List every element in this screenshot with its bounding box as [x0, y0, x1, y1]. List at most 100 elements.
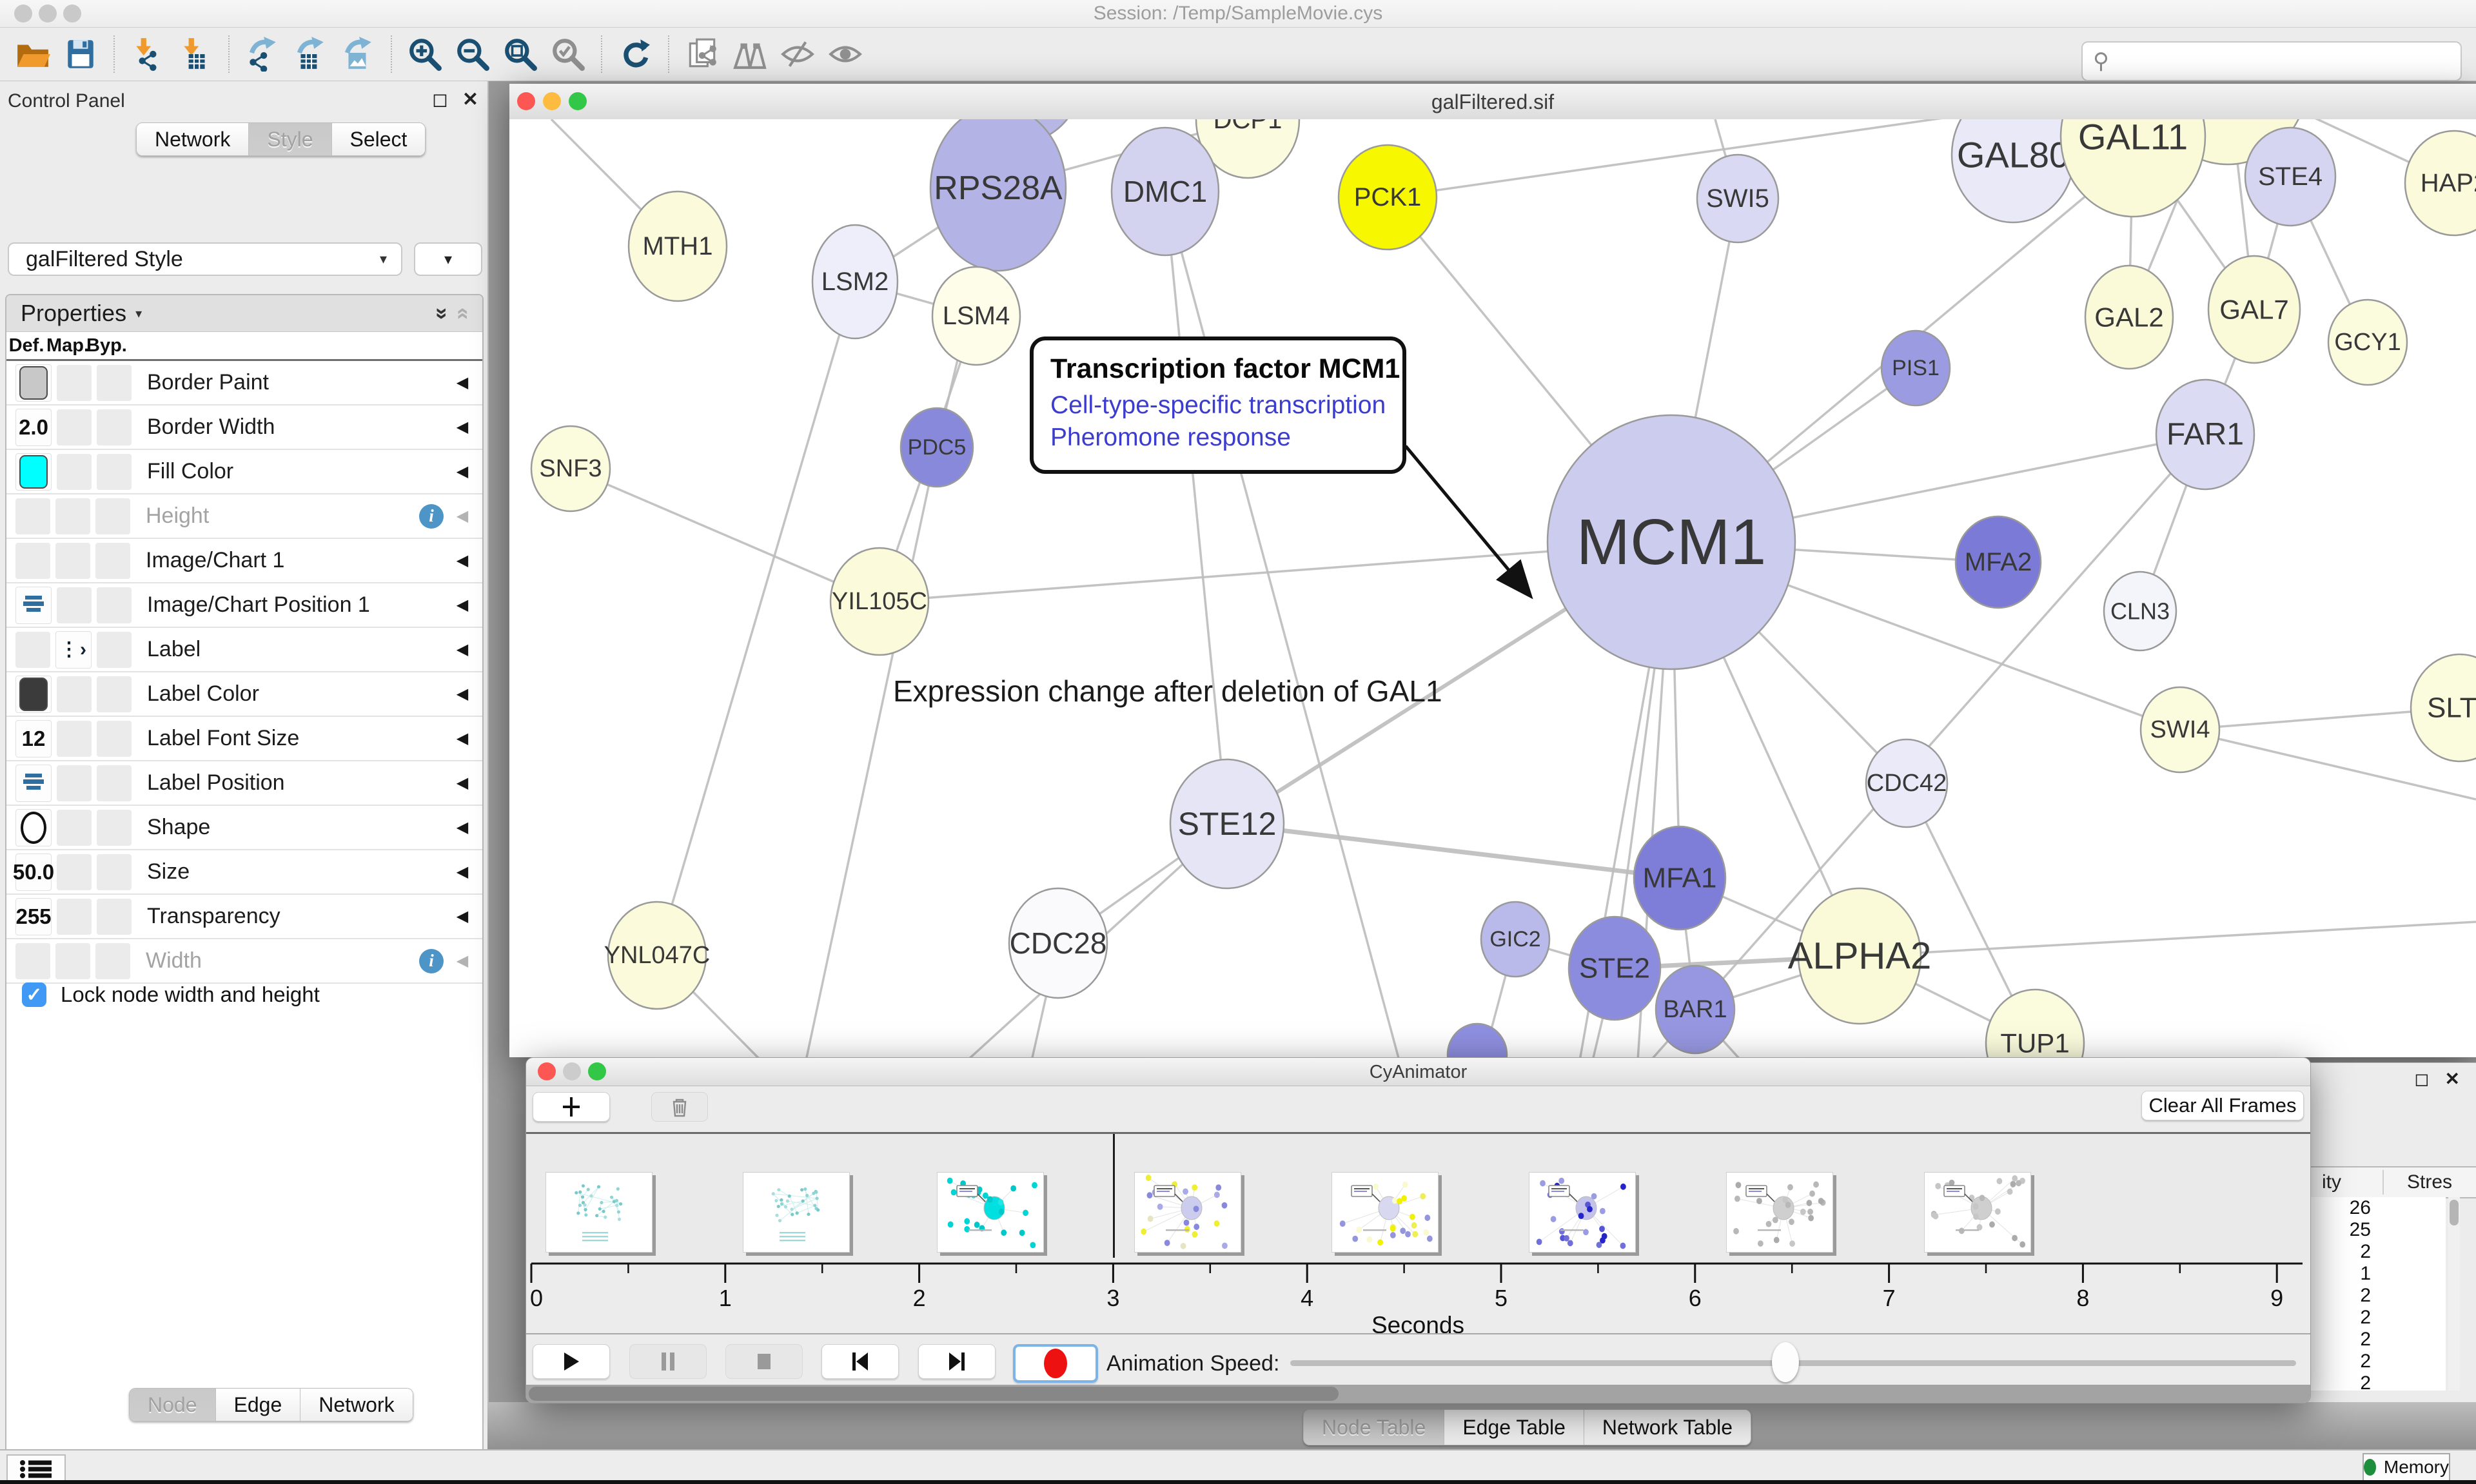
search-input[interactable] [2117, 46, 2451, 76]
zoom-window-icon[interactable] [588, 1062, 606, 1080]
style-dropdown[interactable]: galFiltered Style ▾ [8, 242, 402, 276]
tab-network[interactable]: Network [137, 123, 250, 155]
network-node-cdc42[interactable]: CDC42 [1865, 738, 1949, 828]
network-node-ynl047c[interactable]: YNL047C [604, 901, 711, 1010]
refresh-layout-icon[interactable] [617, 36, 653, 72]
info-icon[interactable]: i [419, 503, 444, 529]
timeline-hscrollbar[interactable] [526, 1385, 2310, 1403]
import-network-icon[interactable] [130, 36, 166, 72]
property-row-shape[interactable]: Shape ◀ [6, 806, 482, 850]
export-table-icon[interactable] [292, 36, 328, 72]
duplicate-network-icon[interactable] [684, 36, 720, 72]
expand-row-icon[interactable]: ◀ [456, 863, 469, 881]
property-byp-cell[interactable] [97, 631, 132, 668]
tab-network-table[interactable]: Network Table [1584, 1410, 1751, 1445]
table-column-stress[interactable]: Stres [2407, 1171, 2453, 1193]
property-map-cell[interactable] [57, 364, 92, 401]
frame-thumbnail-2[interactable] [937, 1172, 1044, 1253]
tab-node[interactable]: Node [130, 1389, 216, 1421]
network-edge[interactable] [570, 467, 880, 603]
property-row-fill-color[interactable]: Fill Color ◀ [6, 450, 482, 494]
stop-button[interactable] [725, 1344, 803, 1379]
property-byp-cell[interactable] [97, 587, 132, 623]
network-node-snf3[interactable]: SNF3 [530, 425, 611, 513]
property-def-cell[interactable] [15, 542, 50, 579]
animation-speed-thumb[interactable] [1772, 1342, 1799, 1382]
network-node-lsm2[interactable]: LSM2 [811, 224, 899, 340]
network-edge[interactable] [879, 541, 1672, 603]
property-row-border-width[interactable]: 2.0 Border Width ◀ [6, 405, 482, 450]
property-byp-cell[interactable] [95, 942, 130, 979]
info-icon[interactable]: i [419, 948, 444, 973]
property-byp-cell[interactable] [97, 720, 132, 757]
float-panel-icon[interactable]: ◻ [2414, 1069, 2430, 1089]
property-map-cell[interactable] [55, 942, 90, 979]
minimize-window-icon[interactable] [563, 1062, 581, 1080]
expand-row-icon[interactable]: ◀ [456, 774, 469, 792]
show-selected-icon[interactable] [827, 36, 863, 72]
property-def-cell[interactable] [15, 942, 50, 979]
property-def-cell[interactable] [15, 498, 50, 534]
network-node-ste12[interactable]: STE12 [1169, 758, 1285, 890]
network-node-mfa1[interactable]: MFA1 [1633, 825, 1727, 931]
property-row-label-position[interactable]: Label Position ◀ [6, 761, 482, 806]
network-node-mfa2[interactable]: MFA2 [1954, 515, 2042, 609]
tab-edge-table[interactable]: Edge Table [1444, 1410, 1584, 1445]
frame-thumbnail-1[interactable] [743, 1172, 850, 1253]
table-row[interactable]: 2 [2360, 1241, 2371, 1262]
close-window-icon[interactable] [14, 5, 32, 23]
expand-row-icon[interactable]: ◀ [456, 507, 469, 525]
import-table-icon[interactable] [177, 36, 213, 72]
network-node-slt2[interactable]: SLT2 [2410, 653, 2476, 763]
property-map-cell[interactable] [57, 854, 92, 890]
table-row[interactable]: 2 [2360, 1329, 2371, 1350]
zoom-fit-icon[interactable] [502, 36, 538, 72]
network-edge[interactable] [1226, 821, 1680, 881]
tab-select[interactable]: Select [331, 123, 426, 155]
export-network-icon[interactable] [244, 36, 280, 72]
network-edge[interactable] [2179, 728, 2476, 801]
timeline-axis[interactable]: 0 1 2 3 4 5 6 7 8 9 Seconds [526, 1255, 2310, 1333]
property-row-label[interactable]: ⋮› Label ◀ [6, 628, 482, 672]
network-node-swi5[interactable]: SWI5 [1696, 153, 1780, 244]
property-row-border-paint[interactable]: Border Paint ◀ [6, 361, 482, 405]
expand-row-icon[interactable]: ◀ [456, 374, 469, 391]
table-row[interactable]: 26 [2349, 1197, 2371, 1218]
close-window-icon[interactable] [517, 92, 535, 110]
property-row-height[interactable]: Height i ◀ [6, 494, 482, 539]
frame-thumbnail-0[interactable] [545, 1172, 653, 1253]
network-node-gal7[interactable]: GAL7 [2207, 255, 2301, 364]
skip-to-end-button[interactable] [918, 1344, 996, 1379]
expand-row-icon[interactable]: ◀ [456, 730, 469, 747]
network-edge[interactable] [1164, 191, 1400, 1057]
network-node-tup1[interactable]: TUP1 [1985, 988, 2085, 1057]
record-button[interactable] [1013, 1344, 1098, 1383]
tab-edge[interactable]: Edge [215, 1389, 301, 1421]
property-def-cell[interactable] [15, 675, 52, 713]
property-def-cell[interactable] [15, 631, 50, 668]
property-map-cell[interactable] [57, 720, 92, 757]
property-byp-cell[interactable] [97, 765, 132, 801]
zoom-window-icon[interactable] [569, 92, 587, 110]
property-def-cell[interactable]: 50.0 [13, 853, 54, 891]
network-node-ste4[interactable]: STE4 [2244, 126, 2337, 227]
property-byp-cell[interactable] [97, 898, 132, 935]
network-edge[interactable] [1387, 119, 2228, 199]
network-node-gic2[interactable]: GIC2 [1480, 901, 1551, 978]
expand-row-icon[interactable]: ◀ [456, 908, 469, 925]
property-row-image-chart-position-1[interactable]: Image/Chart Position 1 ◀ [6, 583, 482, 628]
tab-node-table[interactable]: Node Table [1304, 1410, 1445, 1445]
properties-menu-icon[interactable]: ▾ [135, 306, 142, 321]
expand-row-icon[interactable]: ◀ [456, 819, 469, 836]
play-button[interactable] [533, 1344, 610, 1379]
delete-frame-button[interactable] [651, 1092, 708, 1122]
property-map-cell[interactable] [55, 498, 90, 534]
property-row-label-color[interactable]: Label Color ◀ [6, 672, 482, 717]
property-byp-cell[interactable] [97, 364, 132, 401]
expand-row-icon[interactable]: ◀ [456, 952, 469, 970]
property-byp-cell[interactable] [97, 854, 132, 890]
property-def-cell[interactable] [15, 764, 52, 802]
property-row-width[interactable]: Width i ◀ [6, 939, 482, 984]
collapse-all-icon[interactable]: « [451, 307, 477, 320]
